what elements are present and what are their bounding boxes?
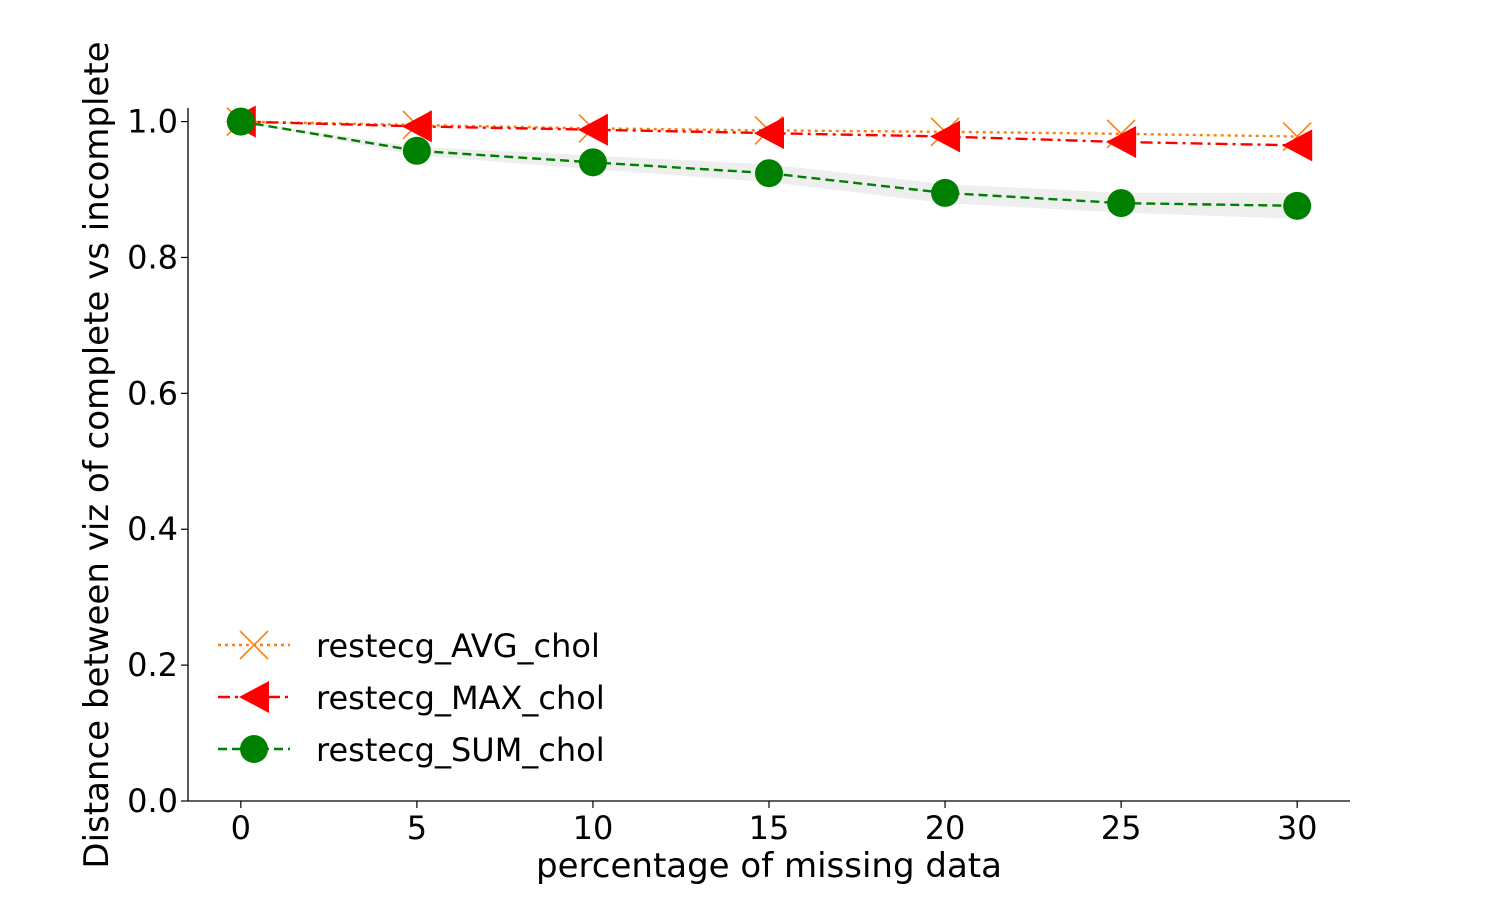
y-tick-label: 0.8 [127, 238, 178, 276]
legend-marker-restecg-max-chol [239, 681, 269, 713]
y-tick-label: 1.0 [127, 103, 178, 141]
restecg-max-chol-point [930, 120, 961, 153]
restecg-max-chol-point [577, 113, 608, 146]
y-tick-label: 0.2 [127, 646, 178, 684]
restecg-sum-chol-point [1283, 191, 1312, 220]
x-tick-label: 10 [573, 809, 614, 847]
legend-label-restecg-max-chol: restecg_MAX_chol [316, 679, 605, 717]
x-tick-label: 15 [749, 809, 790, 847]
x-tick-label: 0 [231, 809, 251, 847]
x-axis-label: percentage of missing data [536, 846, 1002, 886]
y-tick-label: 0.4 [127, 510, 178, 548]
legend-marker-restecg-avg-chol [239, 630, 269, 660]
x-ticks: 0 5 10 15 20 25 30 [231, 801, 1318, 847]
restecg-sum-chol-point [226, 107, 255, 136]
restecg-max-chol-point [401, 110, 432, 143]
x-tick-label: 5 [407, 809, 427, 847]
restecg-max-chol-point [754, 117, 784, 150]
legend-marker-restecg-sum-chol [240, 735, 268, 763]
y-axis-label: Distance between viz of complete vs inco… [77, 41, 117, 868]
restecg-sum-chol-point [755, 159, 783, 188]
y-tick-label: 0.6 [127, 374, 178, 412]
x-tick-label: 30 [1277, 809, 1318, 847]
y-tick-label: 0.0 [127, 782, 178, 820]
legend: restecg_AVG_chol restecg_MAX_chol restecg_… [218, 627, 605, 769]
legend-label-restecg-avg-chol: restecg_AVG_chol [316, 627, 600, 665]
x-tick-label: 25 [1101, 809, 1142, 847]
restecg-sum-chol-point [402, 136, 431, 165]
restecg-sum-chol-point [578, 148, 607, 177]
y-ticks: 0.0 0.2 0.4 0.6 0.8 1.0 [127, 103, 188, 820]
restecg-sum-chol-point [1107, 189, 1136, 218]
series-markers [225, 105, 1313, 220]
restecg-sum-chol-point [931, 178, 960, 207]
legend-label-restecg-sum-chol: restecg_SUM_chol [316, 731, 605, 769]
x-tick-label: 20 [925, 809, 966, 847]
restecg-max-chol-point [1106, 125, 1137, 158]
restecg-max-chol-point [1282, 129, 1313, 162]
